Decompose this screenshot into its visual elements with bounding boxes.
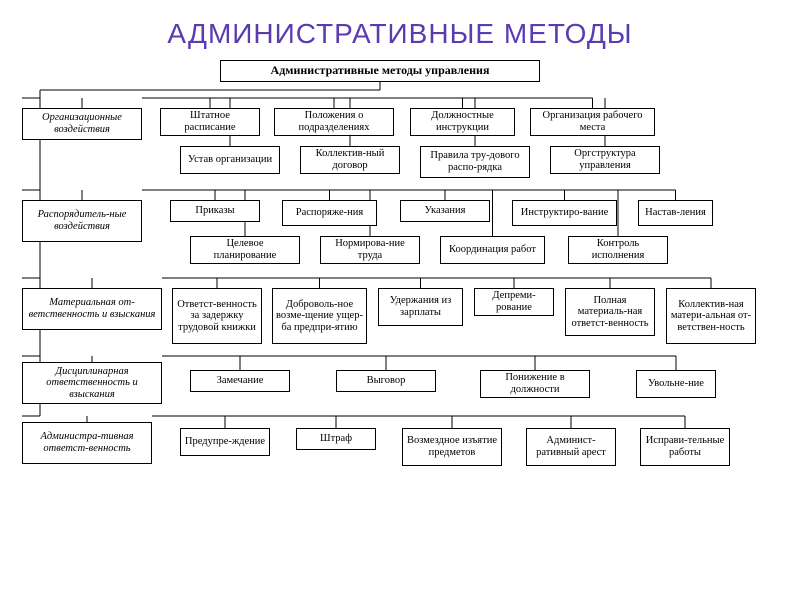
diagram-box: Замечание <box>190 370 290 392</box>
diagram-box: Штатное расписание <box>160 108 260 136</box>
diagram-box: Настав-ления <box>638 200 713 226</box>
diagram-box: Инструктиро-вание <box>512 200 617 226</box>
diagram-box: Административные методы управления <box>220 60 540 82</box>
diagram-box: Ответст-венность за задержку трудовой кн… <box>172 288 262 344</box>
diagram-box: Оргструктура управления <box>550 146 660 174</box>
diagram-box: Штраф <box>296 428 376 450</box>
diagram-box: Организационные воздействия <box>22 108 142 140</box>
diagram-box: Материальная от-ветственность и взыскани… <box>22 288 162 330</box>
diagram-box: Предупре-ждение <box>180 428 270 456</box>
diagram-box: Приказы <box>170 200 260 222</box>
diagram-box: Увольне-ние <box>636 370 716 398</box>
page-title: АДМИНИСТРАТИВНЫЕ МЕТОДЫ <box>0 0 800 60</box>
diagram-box: Доброволь-ное возме-щение ущер-ба предпр… <box>272 288 367 344</box>
diagram-box: Администра-тивная ответст-венность <box>22 422 152 464</box>
diagram-box: Распорядитель-ные воздействия <box>22 200 142 242</box>
diagram-box: Удержания из зарплаты <box>378 288 463 326</box>
diagram-box: Правила тру-дового распо-рядка <box>420 146 530 178</box>
diagram-box: Нормирова-ние труда <box>320 236 420 264</box>
diagram-box: Депреми-рование <box>474 288 554 316</box>
diagram-box: Дисциплинарная ответственность и взыскан… <box>22 362 162 404</box>
diagram-box: Понижение в должности <box>480 370 590 398</box>
diagram-box: Возмездное изъятие предметов <box>402 428 502 466</box>
diagram-box: Исправи-тельные работы <box>640 428 730 466</box>
diagram-box: Организация рабочего места <box>530 108 655 136</box>
diagram-box: Координация работ <box>440 236 545 264</box>
diagram-box: Должностные инструкции <box>410 108 515 136</box>
diagram-box: Выговор <box>336 370 436 392</box>
diagram-box: Указания <box>400 200 490 222</box>
diagram-box: Коллектив-ный договор <box>300 146 400 174</box>
diagram-box: Целевое планирование <box>190 236 300 264</box>
diagram-box: Положения о подразделениях <box>274 108 394 136</box>
diagram-box: Коллектив-ная матери-альная от-ветствен-… <box>666 288 756 344</box>
diagram-box: Админист-ративный арест <box>526 428 616 466</box>
diagram-box: Контроль исполнения <box>568 236 668 264</box>
diagram-box: Устав организации <box>180 146 280 174</box>
diagram-box: Полная материаль-ная ответст-венность <box>565 288 655 336</box>
diagram-box: Распоряже-ния <box>282 200 377 226</box>
